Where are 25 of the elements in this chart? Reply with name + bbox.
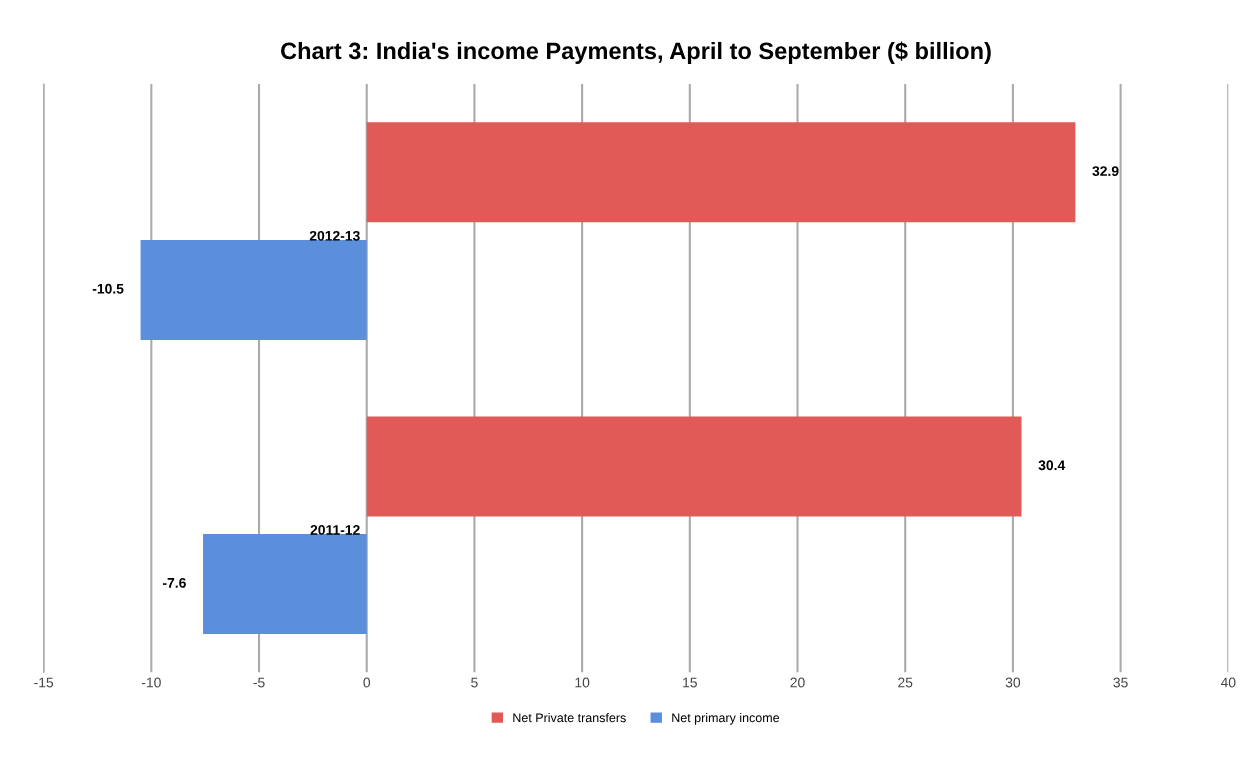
y-tick-label: 2012-13 bbox=[309, 230, 360, 241]
data-label: 30.4 bbox=[1038, 460, 1066, 471]
x-tick-label: 40 bbox=[1220, 677, 1236, 688]
x-tick-label: -15 bbox=[34, 677, 54, 688]
legend-label: Net primary income bbox=[672, 712, 780, 725]
y-tick-label: 2011-12 bbox=[310, 525, 360, 535]
data-label: -7.6 bbox=[162, 577, 186, 588]
data-label: -10.5 bbox=[92, 283, 124, 294]
bar bbox=[203, 534, 367, 635]
x-tick-label: 35 bbox=[1113, 677, 1128, 688]
data-label: 32.9 bbox=[1092, 166, 1119, 177]
x-tick-label: 20 bbox=[790, 677, 805, 688]
x-tick-label: 10 bbox=[575, 677, 590, 688]
x-tick-label: -10 bbox=[141, 677, 161, 688]
bar bbox=[366, 416, 1022, 517]
x-tick-label: 5 bbox=[471, 677, 478, 688]
x-tick-label: 30 bbox=[1005, 677, 1021, 688]
legend-label: Net Private transfers bbox=[513, 712, 626, 723]
bar bbox=[366, 122, 1076, 223]
bar bbox=[140, 239, 367, 340]
x-tick-label: 15 bbox=[683, 677, 697, 688]
chart-title: Chart 3: India's income Payments, April to September ($ billion) bbox=[281, 41, 991, 64]
x-tick-label: -5 bbox=[253, 677, 265, 688]
x-tick-label: 0 bbox=[363, 677, 371, 688]
x-tick-label: 25 bbox=[898, 677, 913, 688]
